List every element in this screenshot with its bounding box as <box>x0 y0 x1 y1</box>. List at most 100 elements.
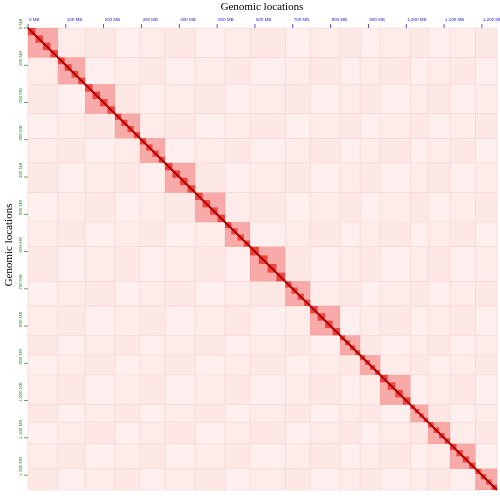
inter-block <box>340 163 360 193</box>
inter-block <box>28 444 58 469</box>
inter-block <box>195 355 225 375</box>
inter-block <box>28 306 58 335</box>
inter-block <box>58 247 85 282</box>
inter-block <box>450 305 476 336</box>
inter-block <box>285 375 310 405</box>
inter-block <box>475 355 497 375</box>
diagonal <box>84 83 116 115</box>
inter-block <box>450 405 475 423</box>
inter-block <box>450 57 476 85</box>
inter-block <box>360 281 380 306</box>
inter-block <box>428 468 451 490</box>
inter-block <box>428 375 450 405</box>
y-tick-label: 400 MB <box>18 163 23 179</box>
inter-block <box>250 163 285 193</box>
inter-block <box>410 306 428 335</box>
inter-block <box>165 84 195 113</box>
inter-block <box>115 193 140 222</box>
inter-block <box>285 57 310 84</box>
inter-block <box>360 375 380 405</box>
inter-block <box>410 469 428 490</box>
inter-block <box>340 422 361 444</box>
inter-block <box>85 222 115 247</box>
inter-block <box>450 281 475 306</box>
inter-block <box>28 468 58 490</box>
inter-block <box>310 281 340 306</box>
inter-block <box>410 444 428 469</box>
inter-block <box>340 469 360 490</box>
inter-block <box>195 114 225 139</box>
inter-block <box>310 405 340 423</box>
inter-block <box>428 355 450 375</box>
inter-block <box>250 355 286 375</box>
chart-title: Genomic locations <box>221 1 304 13</box>
inter-block <box>340 306 360 335</box>
inter-block <box>475 281 497 306</box>
inter-block <box>360 28 380 57</box>
inter-block <box>360 422 380 444</box>
inter-block <box>114 468 140 490</box>
inter-block <box>285 246 311 282</box>
inter-block <box>250 57 285 84</box>
inter-block <box>195 84 226 114</box>
inter-block <box>250 444 285 469</box>
inter-block <box>450 422 475 444</box>
inter-block <box>360 84 381 114</box>
inter-block <box>58 405 85 423</box>
inter-block <box>285 306 310 335</box>
inter-block <box>140 28 165 57</box>
inter-block <box>165 138 195 163</box>
inter-block <box>58 163 85 193</box>
x-tick-label: 0 MB <box>29 17 40 22</box>
inter-block <box>140 405 165 423</box>
inter-block <box>410 113 429 139</box>
inter-block <box>58 114 85 139</box>
inter-block <box>310 335 340 355</box>
inter-block <box>450 138 476 163</box>
inter-block <box>475 192 497 223</box>
inter-block <box>195 444 225 469</box>
inter-block <box>285 84 311 114</box>
inter-block <box>360 162 381 193</box>
inter-block <box>165 57 195 84</box>
inter-block <box>195 138 225 163</box>
inter-block <box>85 469 115 490</box>
x-tick-label: 600 MB <box>256 17 272 22</box>
inter-block <box>164 281 196 306</box>
inter-block <box>310 443 341 469</box>
inter-block <box>250 335 285 355</box>
inter-block <box>285 162 311 193</box>
inter-block <box>114 246 140 282</box>
inter-block <box>380 335 410 355</box>
inter-block <box>58 469 85 490</box>
inter-block <box>225 193 250 222</box>
diagonal <box>379 374 412 406</box>
inter-block <box>410 355 429 375</box>
y-tick-label: 1,100 MB <box>18 420 23 439</box>
y-tick-label: 800 MB <box>18 312 23 328</box>
inter-block <box>85 57 115 84</box>
inter-block <box>450 469 475 490</box>
inter-block <box>139 222 165 247</box>
inter-block <box>225 422 250 444</box>
diagonal <box>309 305 341 337</box>
inter-block <box>28 246 58 282</box>
inter-block <box>340 355 361 375</box>
inter-block <box>380 84 410 113</box>
y-tick-label: 0 MB <box>18 18 23 29</box>
y-tick-label: 900 MB <box>18 349 23 365</box>
inter-block <box>85 405 115 423</box>
inter-block <box>340 247 360 282</box>
inter-block <box>85 163 115 193</box>
inter-block <box>28 404 58 423</box>
inter-block <box>380 222 411 247</box>
inter-block <box>115 444 140 469</box>
inter-block <box>340 375 360 405</box>
inter-block <box>285 114 310 139</box>
inter-block <box>164 422 196 444</box>
y-tick-label: 200 MB <box>18 88 23 104</box>
inter-block <box>140 163 165 193</box>
inter-block <box>428 404 451 423</box>
inter-block <box>225 28 250 57</box>
inter-block <box>410 281 429 306</box>
